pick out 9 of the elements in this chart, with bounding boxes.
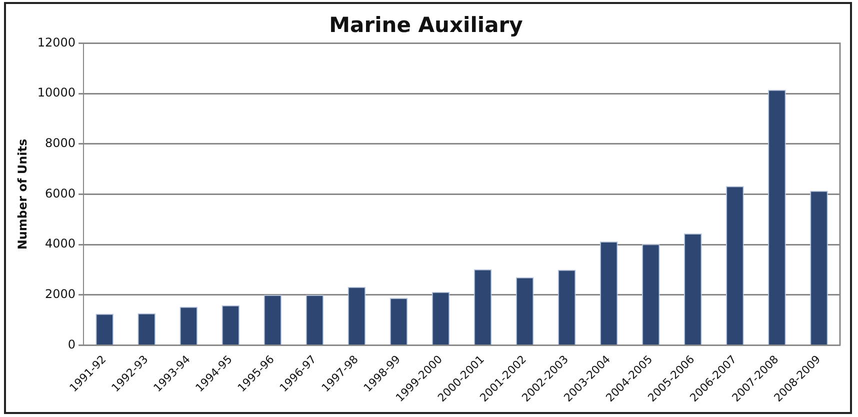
y-tick-label: 10000 — [37, 86, 76, 100]
y-tick-label: 8000 — [45, 136, 76, 150]
y-tick-label: 4000 — [45, 236, 76, 251]
y-tick-label: 0 — [68, 337, 76, 352]
chart-title: Marine Auxiliary — [329, 13, 524, 38]
y-tick-label: 6000 — [45, 186, 76, 200]
y-tick-label: 12000 — [37, 35, 76, 50]
y-tick-label: 2000 — [45, 287, 76, 302]
y-axis-title: Number of Units — [15, 138, 30, 250]
